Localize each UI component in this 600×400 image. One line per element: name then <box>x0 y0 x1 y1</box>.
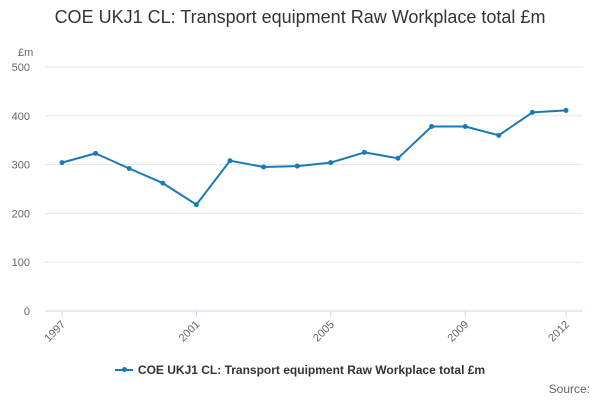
data-point[interactable] <box>429 124 435 130</box>
data-point[interactable] <box>160 180 166 186</box>
x-tick-label: 1997 <box>42 319 68 345</box>
y-tick-label: 200 <box>12 208 30 220</box>
legend-label: COE UKJ1 CL: Transport equipment Raw Wor… <box>137 363 486 377</box>
series-line <box>61 109 567 206</box>
data-point[interactable] <box>462 124 468 130</box>
data-point[interactable] <box>529 109 535 115</box>
x-tick-label: 2012 <box>546 319 572 345</box>
series-layer <box>59 107 569 208</box>
y-tick-label: 100 <box>12 257 30 269</box>
data-point[interactable] <box>496 132 502 138</box>
y-axis-ticks: 0 100 200 300 400 500 <box>12 62 30 318</box>
data-point[interactable] <box>227 158 233 164</box>
data-point[interactable] <box>193 202 199 208</box>
legend-line-marker-icon <box>114 365 133 375</box>
y-tick-label: 0 <box>24 306 30 318</box>
grid-lines <box>45 66 583 312</box>
data-point[interactable] <box>261 164 267 170</box>
data-point[interactable] <box>59 160 65 166</box>
x-tick-label: 2009 <box>446 319 472 345</box>
y-axis-label: £m <box>18 47 33 59</box>
y-tick-label: 500 <box>12 62 30 74</box>
legend[interactable]: COE UKJ1 CL: Transport equipment Raw Wor… <box>0 363 600 377</box>
source-label: Source: <box>548 382 590 396</box>
data-point[interactable] <box>93 150 99 156</box>
y-tick-label: 300 <box>12 160 30 172</box>
data-point[interactable] <box>294 163 300 169</box>
x-tick-label: 2001 <box>177 319 203 345</box>
data-point[interactable] <box>395 155 401 161</box>
data-point[interactable] <box>126 166 132 172</box>
data-point[interactable] <box>563 107 569 113</box>
data-point[interactable] <box>361 149 367 155</box>
x-axis: 1997 2001 2005 2009 2012 <box>42 310 583 345</box>
data-point[interactable] <box>328 160 334 166</box>
chart-title: COE UKJ1 CL: Transport equipment Raw Wor… <box>54 7 546 27</box>
y-tick-label: 400 <box>12 111 30 123</box>
x-tick-label: 2005 <box>311 319 337 345</box>
